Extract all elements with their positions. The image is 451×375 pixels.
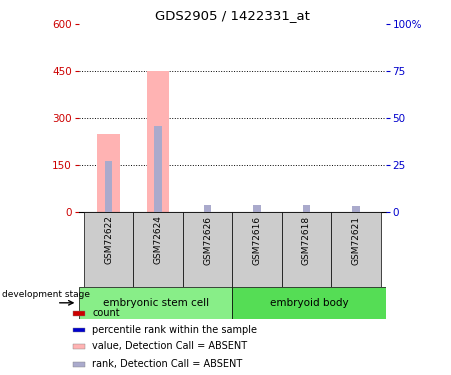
Text: GSM72621: GSM72621 xyxy=(351,216,360,265)
Text: count: count xyxy=(92,309,120,318)
Bar xyxy=(204,206,211,212)
Title: GDS2905 / 1422331_at: GDS2905 / 1422331_at xyxy=(155,9,310,22)
Bar xyxy=(232,212,282,287)
Bar xyxy=(303,206,310,212)
Text: development stage: development stage xyxy=(2,290,90,299)
Bar xyxy=(74,344,85,349)
Text: GSM72618: GSM72618 xyxy=(302,216,311,265)
Bar xyxy=(253,206,261,212)
Bar xyxy=(74,328,85,332)
Bar xyxy=(147,71,169,212)
Bar xyxy=(154,126,162,212)
Bar xyxy=(106,211,110,212)
Text: GSM72626: GSM72626 xyxy=(203,216,212,265)
Text: percentile rank within the sample: percentile rank within the sample xyxy=(92,325,257,335)
Bar xyxy=(156,211,160,212)
Text: rank, Detection Call = ABSENT: rank, Detection Call = ABSENT xyxy=(92,360,242,369)
Bar xyxy=(97,134,120,212)
Bar xyxy=(74,362,85,367)
Bar xyxy=(84,212,133,287)
Bar xyxy=(232,287,386,319)
Text: value, Detection Call = ABSENT: value, Detection Call = ABSENT xyxy=(92,342,247,351)
Text: embryonic stem cell: embryonic stem cell xyxy=(102,298,209,308)
Bar xyxy=(133,212,183,287)
Text: GSM72624: GSM72624 xyxy=(154,216,162,264)
Bar xyxy=(105,161,112,212)
Bar xyxy=(79,287,232,319)
Bar xyxy=(304,211,308,212)
Bar xyxy=(282,212,331,287)
Bar xyxy=(331,212,381,287)
Text: GSM72622: GSM72622 xyxy=(104,216,113,264)
Bar xyxy=(352,206,359,212)
Bar xyxy=(183,212,232,287)
Text: GSM72616: GSM72616 xyxy=(253,216,262,265)
Text: embryoid body: embryoid body xyxy=(270,298,348,308)
Bar xyxy=(74,311,85,316)
